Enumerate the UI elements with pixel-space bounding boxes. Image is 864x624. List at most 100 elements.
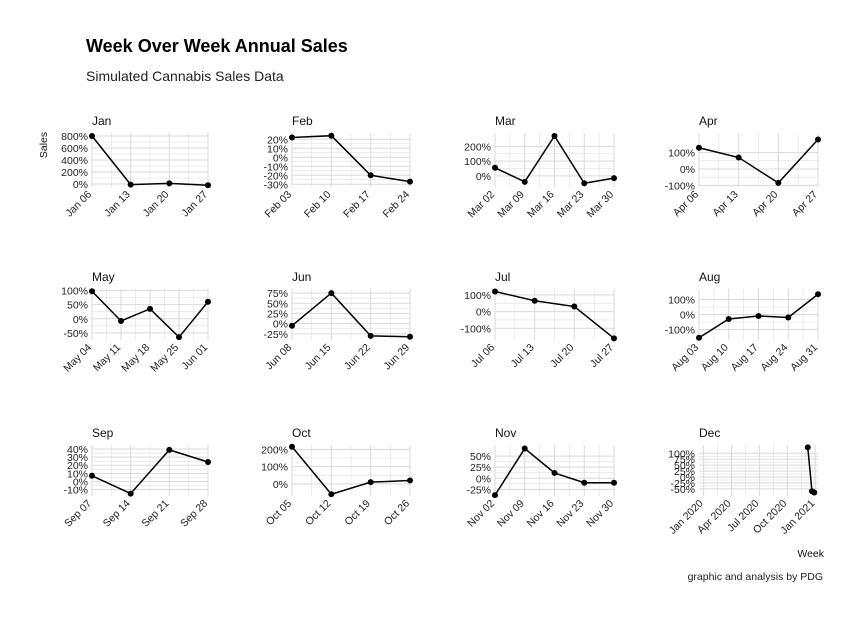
y-tick-label: -100% (665, 325, 695, 337)
y-tick-label: 50% (67, 300, 88, 312)
x-tick-label: May 11 (91, 342, 123, 374)
y-tick-label: 200% (61, 167, 88, 179)
y-tick-label: 0% (273, 319, 288, 331)
x-tick-label: Jan 20 (141, 189, 172, 220)
y-tick-label: 0% (476, 307, 491, 319)
y-tick-label: 50% (674, 460, 695, 472)
data-point (176, 334, 182, 341)
chart-subtitle: Simulated Cannabis Sales Data (86, 68, 284, 84)
chart-title: Week Over Week Annual Sales (86, 36, 348, 56)
y-tick-label: 20% (267, 134, 288, 146)
x-tick-label: Jan 06 (63, 189, 94, 220)
y-tick-label: -30% (263, 179, 288, 191)
data-point (581, 180, 588, 187)
x-tick-label: Oct 19 (342, 498, 372, 528)
x-tick-label: Jul 13 (508, 342, 536, 370)
y-tick-label: 0% (680, 310, 695, 322)
data-point (205, 298, 211, 305)
y-tick-label: 25% (470, 462, 491, 474)
series-line (291, 292, 411, 338)
data-point (166, 446, 173, 453)
data-point (328, 491, 335, 498)
y-tick-label: 20% (67, 460, 88, 472)
data-point (367, 172, 374, 179)
data-point (755, 313, 762, 319)
x-tick-label: Aug 17 (729, 342, 761, 374)
y-tick-label: 0% (273, 152, 288, 164)
y-tick-label: 100% (464, 156, 491, 168)
facet-label: Nov (495, 426, 516, 440)
x-tick-label: Jul 27 (588, 342, 616, 370)
series-line (91, 135, 209, 186)
data-point (127, 490, 134, 497)
data-point (611, 175, 617, 182)
data-point (611, 479, 617, 486)
series-line (291, 446, 411, 496)
y-tick-label: 40% (67, 444, 88, 456)
y-tick-label: 0% (476, 473, 491, 485)
facet-label: Dec (699, 426, 720, 440)
y-tick-label: 30% (67, 452, 88, 464)
x-tick-label: Apr 06 (671, 189, 701, 219)
data-point (531, 297, 538, 304)
x-tick-label: Jun 08 (263, 342, 294, 373)
x-axis-title: Week (797, 548, 824, 560)
data-point (407, 333, 413, 340)
y-tick-label: 50% (470, 451, 491, 463)
x-tick-label: Oct 05 (264, 498, 294, 528)
y-tick-label: -100% (665, 180, 695, 192)
y-tick-label: -100% (461, 323, 491, 335)
data-point (696, 144, 702, 151)
x-tick-label: Mar 23 (555, 189, 587, 221)
data-point (89, 288, 95, 295)
data-point (492, 492, 498, 499)
y-tick-label: 0% (680, 472, 695, 484)
y-tick-label: -20% (263, 170, 288, 182)
series-line (91, 448, 209, 495)
data-point (696, 334, 702, 341)
y-tick-label: 75% (267, 288, 288, 300)
facet-label: Apr (699, 114, 718, 128)
y-tick-label: 25% (674, 466, 695, 478)
data-point (735, 154, 742, 161)
data-point (551, 132, 558, 139)
y-tick-label: 75% (674, 454, 695, 466)
y-tick-label: 0% (476, 171, 491, 183)
x-tick-label: Nov 09 (495, 498, 527, 530)
x-tick-label: Jun 22 (342, 342, 373, 373)
data-point (367, 332, 374, 339)
facet-panel-feb: Feb -30%-20%-10%0%10%20% Feb 03 Feb 10 Feb 1… (263, 114, 413, 220)
data-point (367, 479, 374, 486)
x-tick-label: Feb 17 (341, 189, 373, 221)
x-tick-label: Sep 07 (62, 498, 94, 530)
facet-panel-jul: Jul -100% 0% 100% Jul 06 Jul 13 Jul 20 Jul 27 (461, 270, 617, 370)
x-tick-label: Jun 29 (381, 342, 412, 373)
facet-label: May (92, 270, 115, 284)
x-tick-label: Jan 13 (102, 189, 133, 220)
data-point (205, 459, 211, 465)
data-point (166, 180, 173, 187)
facet-label: Sep (92, 426, 114, 440)
x-tick-label: Aug 24 (758, 342, 790, 374)
data-point (581, 479, 588, 486)
series-line (494, 290, 615, 339)
x-tick-label: May 25 (148, 342, 181, 375)
x-tick-label: Nov 30 (584, 498, 616, 530)
y-tick-label: 10% (267, 143, 288, 155)
data-point (89, 133, 95, 139)
data-point (725, 316, 732, 322)
x-tick-label: Jul 06 (469, 342, 497, 370)
data-point (205, 182, 211, 189)
x-tick-label: Apr 13 (710, 189, 740, 219)
y-tick-label: 10% (67, 468, 88, 480)
data-point (89, 472, 95, 479)
x-tick-label: Nov 02 (465, 498, 497, 530)
facet-panel-oct: Oct 0% 100% 200% Oct 05 Oct 12 Oct 19 Oct 26 (261, 426, 413, 528)
x-tick-label: Nov 16 (525, 498, 557, 530)
x-tick-label: Aug 31 (788, 342, 820, 374)
data-point (521, 445, 528, 452)
data-point (407, 477, 413, 484)
data-point (118, 318, 124, 325)
data-point (521, 178, 528, 185)
